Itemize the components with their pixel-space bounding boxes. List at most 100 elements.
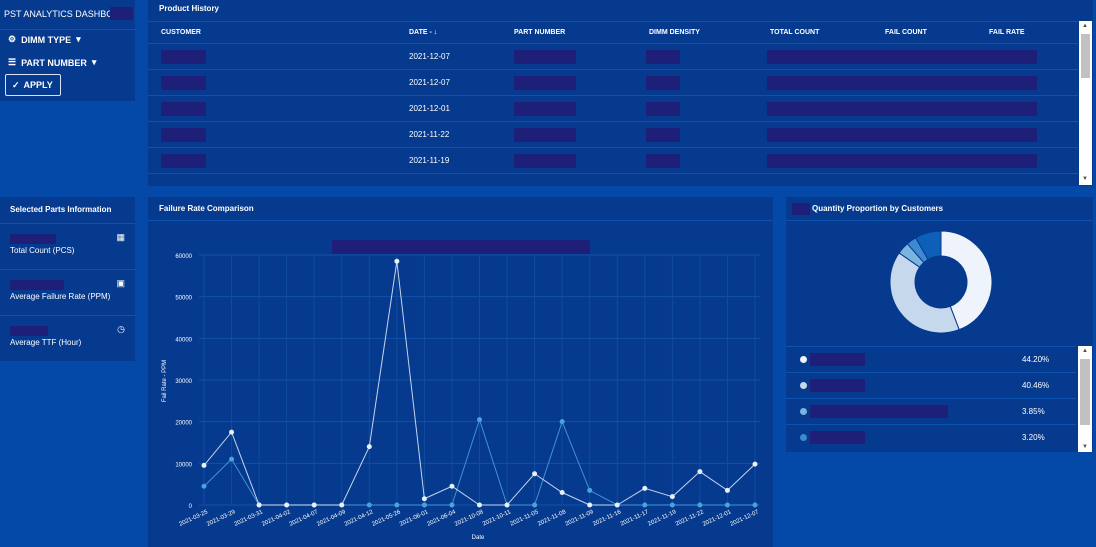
- data-point: [669, 502, 675, 508]
- scrollbar-thumb[interactable]: [1080, 359, 1090, 425]
- redacted-value: [10, 234, 56, 244]
- dimm-type-filter[interactable]: ⚙ DIMM TYPE ▾: [8, 34, 81, 45]
- legend-item[interactable]: 3.85%: [786, 398, 1076, 424]
- clock-icon: ◷: [117, 324, 125, 334]
- data-point: [532, 471, 538, 477]
- col-dimm-density[interactable]: DIMM DENSITY: [649, 29, 700, 36]
- redacted-cell: [646, 128, 680, 142]
- col-customer[interactable]: CUSTOMER: [161, 29, 201, 36]
- data-point: [642, 502, 648, 508]
- redacted-cell: [161, 128, 206, 142]
- x-axis-label: Date: [472, 535, 485, 541]
- x-tick-label: 2021-11-09: [565, 509, 596, 528]
- metric-ttf: Average TTF (Hour) ◷: [0, 315, 135, 362]
- data-point: [532, 502, 538, 508]
- data-point: [311, 502, 317, 508]
- scroll-up-icon[interactable]: ▲: [1082, 348, 1088, 354]
- selected-parts-panel: Selected Parts Information Total Count (…: [0, 197, 135, 361]
- dimm-type-label: DIMM TYPE: [21, 34, 72, 45]
- col-date[interactable]: DATE - ↓: [409, 29, 438, 36]
- date-cell: 2021-11-22: [409, 130, 450, 139]
- product-history-panel: Product History CUSTOMER DATE - ↓ PART N…: [148, 0, 1093, 186]
- col-total-count[interactable]: TOTAL COUNT: [770, 29, 820, 36]
- redacted-customer: [810, 405, 948, 418]
- data-point: [697, 502, 703, 508]
- data-point: [697, 469, 703, 475]
- table-row[interactable]: [148, 174, 1078, 184]
- check-icon: ✓: [12, 79, 20, 90]
- table-row[interactable]: 2021-11-19: [148, 148, 1078, 174]
- redacted-value: [10, 280, 64, 290]
- metric-total-count: Total Count (PCS) ▦: [0, 223, 135, 270]
- history-table-header: CUSTOMER DATE - ↓ PART NUMBER DIMM DENSI…: [148, 21, 1078, 44]
- y-tick-label: 60000: [175, 254, 192, 260]
- y-tick-label: 50000: [175, 296, 192, 302]
- donut-slice[interactable]: [940, 231, 993, 331]
- data-point: [421, 502, 427, 508]
- y-tick-label: 30000: [175, 379, 192, 385]
- x-tick-label: 2021-04-02: [261, 509, 292, 528]
- scrollbar-thumb[interactable]: [1081, 34, 1090, 78]
- redacted-cell: [514, 128, 576, 142]
- data-point: [669, 494, 675, 500]
- scroll-down-icon[interactable]: ▼: [1082, 444, 1088, 450]
- part-number-label: PART NUMBER: [21, 57, 87, 68]
- redacted-cell: [646, 102, 680, 116]
- col-part-number[interactable]: PART NUMBER: [514, 29, 566, 36]
- x-tick-label: 2021-11-17: [620, 509, 651, 528]
- part-number-filter[interactable]: ☰ PART NUMBER ▾: [8, 57, 96, 68]
- x-tick-label: 2021-04-09: [316, 509, 347, 528]
- col-fail-count[interactable]: FAIL COUNT: [885, 29, 927, 36]
- filter-panel: PST ANALYTICS DASHBOARD ⚙ DIMM TYPE ▾ ☰ …: [0, 0, 135, 101]
- donut-slice[interactable]: [889, 252, 960, 334]
- data-point: [477, 417, 482, 423]
- proportion-title: Quantity Proportion by Customers: [812, 204, 944, 213]
- table-row[interactable]: 2021-12-01: [148, 96, 1078, 122]
- dashboard-title: PST ANALYTICS DASHBOARD: [4, 9, 133, 19]
- table-row[interactable]: 2021-11-22: [148, 122, 1078, 148]
- data-point: [201, 462, 207, 468]
- data-point: [366, 444, 372, 450]
- legend-item[interactable]: 3.20%: [786, 424, 1076, 450]
- y-axis-label: Fail Rate - PPM: [162, 360, 168, 402]
- proportion-panel: Quantity Proportion by Customers 44.20% 4…: [786, 197, 1093, 452]
- legend-percent: 3.20%: [1022, 433, 1045, 442]
- redacted-cell: [646, 50, 680, 64]
- x-tick-label: 2021-06-04: [426, 509, 457, 528]
- failure-rate-chart: 0 10000 20000 30000 40000 50000 60000 2021-03-2…: [162, 240, 760, 541]
- data-point: [559, 490, 565, 495]
- data-point: [504, 502, 510, 508]
- date-cell: 2021-11-19: [409, 156, 450, 165]
- x-tick-label: 2021-06-01: [399, 509, 430, 528]
- data-point: [587, 502, 593, 508]
- scroll-up-icon[interactable]: ▲: [1082, 23, 1088, 29]
- redacted-cell: [514, 76, 576, 90]
- redacted-user: [110, 7, 133, 20]
- legend-scrollbar[interactable]: ▲ ▼: [1078, 346, 1092, 452]
- data-point: [229, 429, 235, 435]
- date-cell: 2021-12-07: [409, 52, 450, 61]
- donut-chart: [889, 231, 993, 334]
- data-point: [477, 502, 482, 508]
- history-scrollbar[interactable]: ▲ ▼: [1079, 21, 1092, 185]
- col-fail-rate[interactable]: FAIL RATE: [989, 29, 1025, 36]
- x-tick-label: 2021-03-31: [234, 509, 265, 528]
- divider: [0, 29, 135, 30]
- legend-percent: 44.20%: [1022, 355, 1050, 364]
- table-row[interactable]: 2021-12-07: [148, 70, 1078, 96]
- apply-button[interactable]: ✓ APPLY: [5, 74, 61, 96]
- legend-item[interactable]: 40.46%: [786, 372, 1076, 398]
- x-tick-label: 2021-11-22: [675, 509, 706, 528]
- redacted-label: [792, 203, 810, 215]
- redacted-customer: [810, 353, 865, 366]
- data-point: [752, 461, 758, 467]
- table-row[interactable]: 2021-12-07: [148, 44, 1078, 70]
- date-cell: 2021-12-01: [409, 104, 450, 113]
- redacted-cell: [646, 76, 680, 90]
- legend-item[interactable]: 44.20%: [786, 346, 1076, 372]
- apply-label: APPLY: [23, 80, 53, 90]
- scroll-down-icon[interactable]: ▼: [1082, 176, 1088, 182]
- donut-slice[interactable]: [914, 231, 942, 261]
- redacted-cell: [161, 102, 206, 116]
- chevron-down-icon: ▾: [76, 34, 81, 44]
